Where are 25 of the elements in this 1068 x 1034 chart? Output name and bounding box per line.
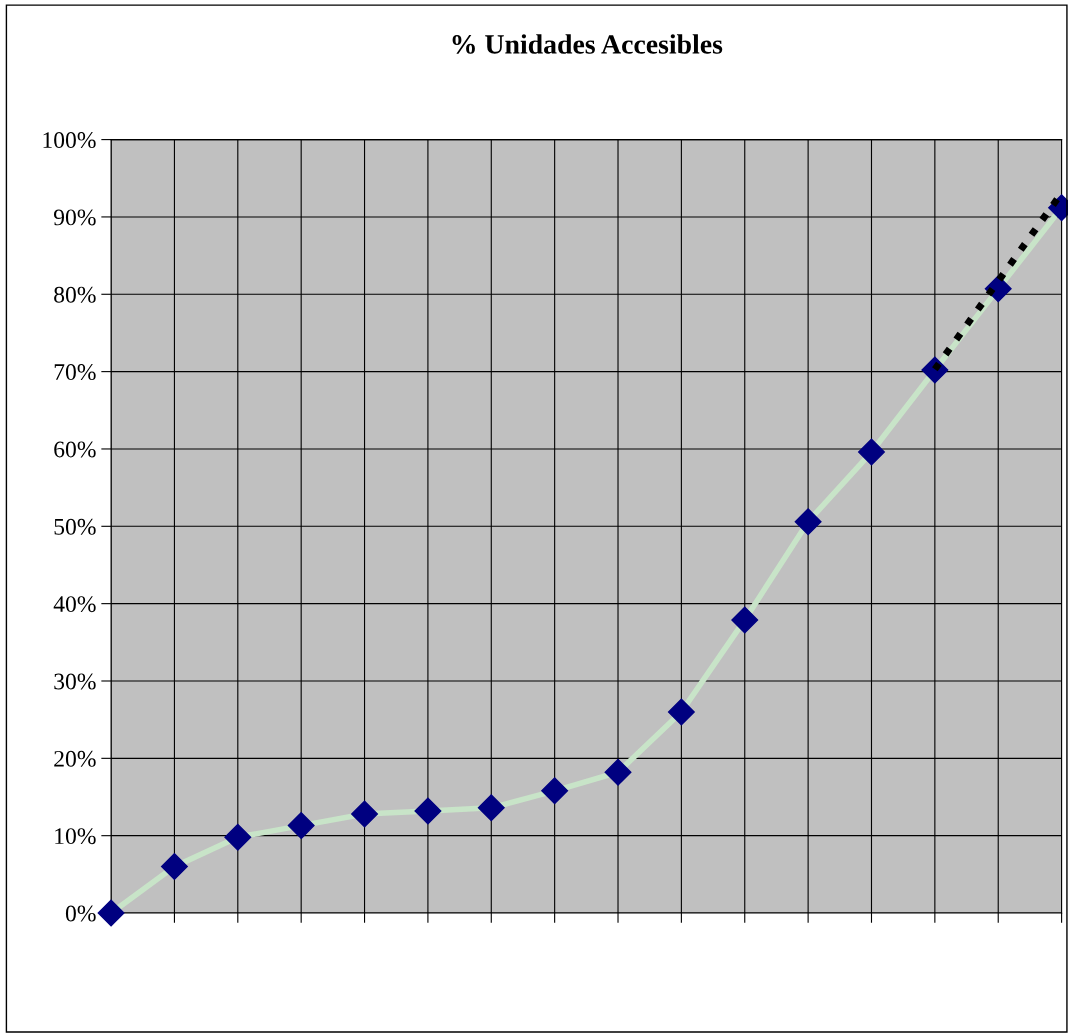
point bbox=[731, 606, 759, 634]
y-tick-label: 40% bbox=[53, 596, 96, 613]
y-tick-label: 80% bbox=[54, 286, 96, 303]
point bbox=[97, 899, 125, 927]
y-tick-label: 70% bbox=[54, 364, 96, 381]
point bbox=[224, 823, 252, 851]
y-tick-label: 100% bbox=[43, 132, 96, 149]
point bbox=[858, 438, 885, 466]
y-tick-label: 60% bbox=[54, 441, 96, 458]
point bbox=[477, 794, 505, 822]
y-tick-label: 0% bbox=[65, 905, 96, 922]
chart-title: % Unidades Accesibles bbox=[452, 34, 723, 54]
point bbox=[667, 698, 695, 726]
y-tick-label: 10% bbox=[55, 828, 96, 845]
y-tick-label: 30% bbox=[54, 673, 96, 690]
point bbox=[604, 758, 632, 786]
y-tick-label: 50% bbox=[54, 518, 96, 535]
point bbox=[351, 800, 379, 828]
y-tick-label: 90% bbox=[53, 209, 96, 226]
y-tick-label: 20% bbox=[54, 750, 96, 767]
point bbox=[541, 777, 569, 805]
point bbox=[414, 797, 442, 825]
point bbox=[794, 508, 822, 536]
point bbox=[287, 812, 315, 840]
point bbox=[160, 853, 188, 881]
